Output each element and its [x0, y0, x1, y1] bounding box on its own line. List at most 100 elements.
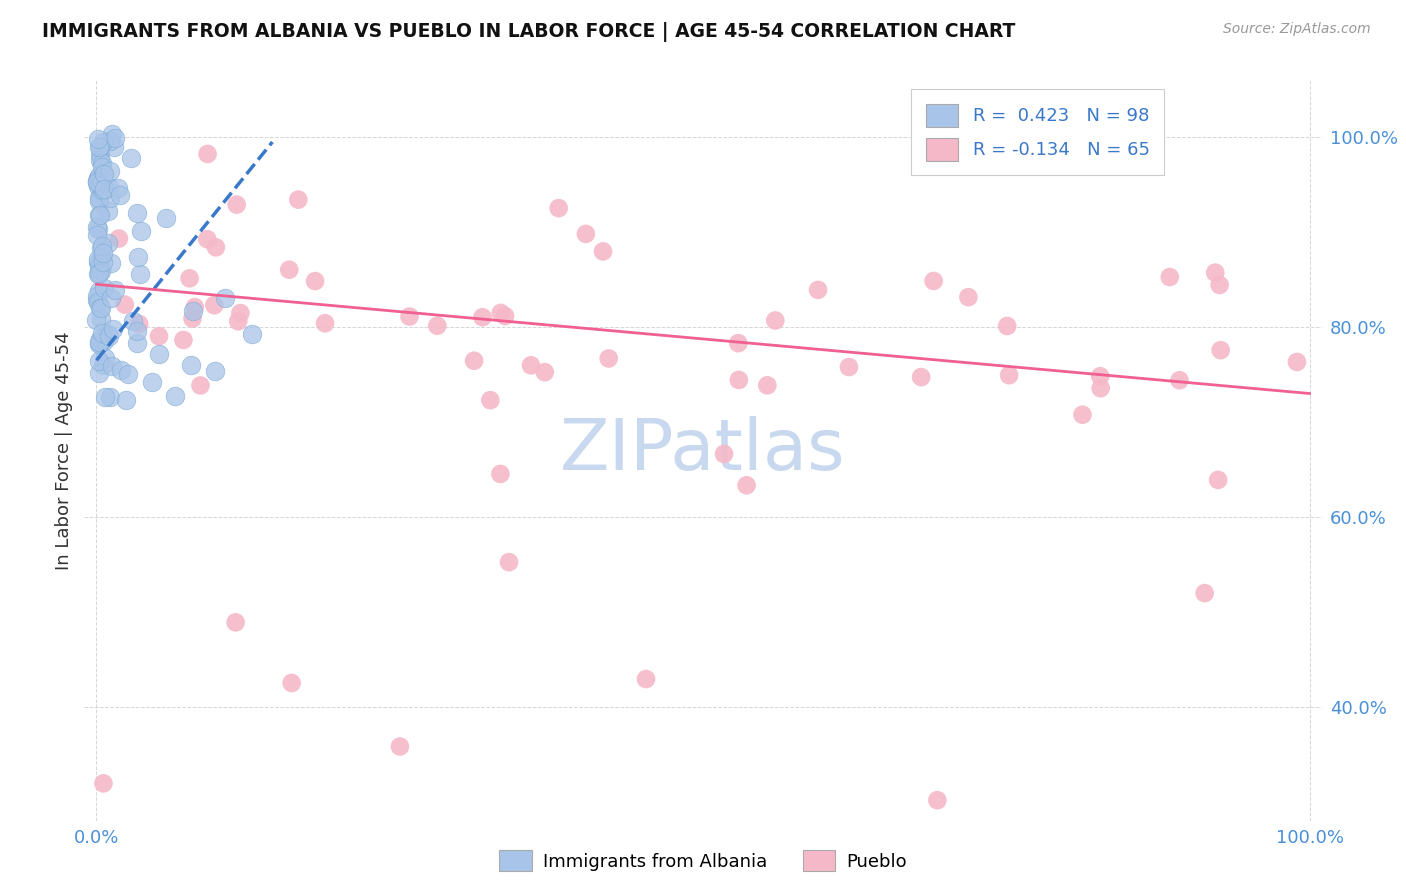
Point	[727, 336, 749, 351]
Point	[89, 188, 111, 202]
Point	[103, 283, 125, 297]
Point	[91, 255, 114, 269]
Point	[172, 333, 194, 347]
Legend: Immigrants from Albania, Pueblo: Immigrants from Albania, Pueblo	[492, 843, 914, 879]
Point	[87, 131, 110, 145]
Point	[205, 240, 228, 254]
Point	[108, 231, 131, 245]
Point	[87, 208, 110, 222]
Point	[547, 201, 569, 215]
Point	[91, 160, 114, 174]
Point	[89, 139, 111, 153]
Point	[190, 378, 212, 392]
Point	[214, 291, 236, 305]
Point	[89, 191, 111, 205]
Point	[202, 298, 225, 312]
Point	[592, 244, 614, 259]
Point	[89, 259, 111, 273]
Y-axis label: In Labor Force | Age 45-54: In Labor Force | Age 45-54	[55, 331, 73, 570]
Point	[995, 318, 1018, 333]
Point	[87, 335, 110, 350]
Point	[910, 370, 932, 384]
Point	[1159, 270, 1181, 285]
Point	[100, 291, 122, 305]
Point	[398, 310, 420, 324]
Point	[89, 178, 111, 193]
Point	[520, 359, 543, 373]
Point	[98, 390, 121, 404]
Point	[107, 180, 129, 194]
Point	[86, 267, 108, 281]
Point	[110, 363, 132, 377]
Point	[89, 336, 111, 351]
Point	[184, 300, 207, 314]
Point	[838, 359, 860, 374]
Point	[181, 311, 204, 326]
Point	[90, 311, 112, 326]
Point	[127, 250, 149, 264]
Point	[229, 306, 252, 320]
Point	[115, 393, 138, 408]
Point	[86, 252, 108, 267]
Point	[87, 285, 110, 299]
Point	[634, 672, 657, 686]
Point	[98, 180, 121, 194]
Point	[89, 153, 111, 167]
Point	[89, 335, 111, 350]
Point	[756, 378, 779, 392]
Point	[148, 329, 170, 343]
Point	[87, 294, 110, 309]
Point	[93, 334, 115, 349]
Point	[125, 205, 148, 219]
Point	[100, 256, 122, 270]
Point	[86, 175, 108, 189]
Point	[86, 174, 108, 188]
Point	[1090, 381, 1112, 395]
Point	[181, 303, 204, 318]
Point	[90, 241, 112, 255]
Point	[89, 332, 111, 346]
Point	[87, 222, 110, 236]
Point	[225, 615, 247, 630]
Point	[479, 393, 502, 408]
Point	[86, 293, 108, 307]
Point	[125, 336, 148, 351]
Point	[98, 134, 121, 148]
Point	[87, 354, 110, 368]
Point	[240, 327, 263, 342]
Point	[388, 739, 411, 754]
Point	[128, 317, 150, 331]
Point	[494, 309, 516, 323]
Point	[97, 236, 120, 251]
Point	[87, 255, 110, 269]
Point	[226, 314, 249, 328]
Text: ZIPatlas: ZIPatlas	[560, 416, 846, 485]
Point	[90, 155, 112, 169]
Point	[91, 135, 114, 149]
Legend: R =  0.423   N = 98, R = -0.134   N = 65: R = 0.423 N = 98, R = -0.134 N = 65	[911, 89, 1164, 176]
Point	[278, 262, 301, 277]
Point	[117, 368, 139, 382]
Point	[91, 167, 114, 181]
Point	[598, 351, 620, 366]
Point	[93, 281, 115, 295]
Point	[120, 151, 142, 165]
Point	[314, 316, 336, 330]
Point	[204, 364, 226, 378]
Point	[93, 776, 115, 790]
Point	[498, 555, 520, 569]
Point	[104, 131, 127, 145]
Point	[463, 353, 485, 368]
Point	[100, 359, 122, 374]
Point	[713, 447, 735, 461]
Point	[129, 224, 152, 238]
Point	[1090, 369, 1112, 384]
Point	[90, 264, 112, 278]
Text: Source: ZipAtlas.com: Source: ZipAtlas.com	[1223, 22, 1371, 37]
Point	[98, 191, 121, 205]
Point	[1204, 266, 1226, 280]
Point	[128, 267, 150, 281]
Point	[195, 232, 218, 246]
Point	[87, 179, 110, 194]
Point	[86, 175, 108, 189]
